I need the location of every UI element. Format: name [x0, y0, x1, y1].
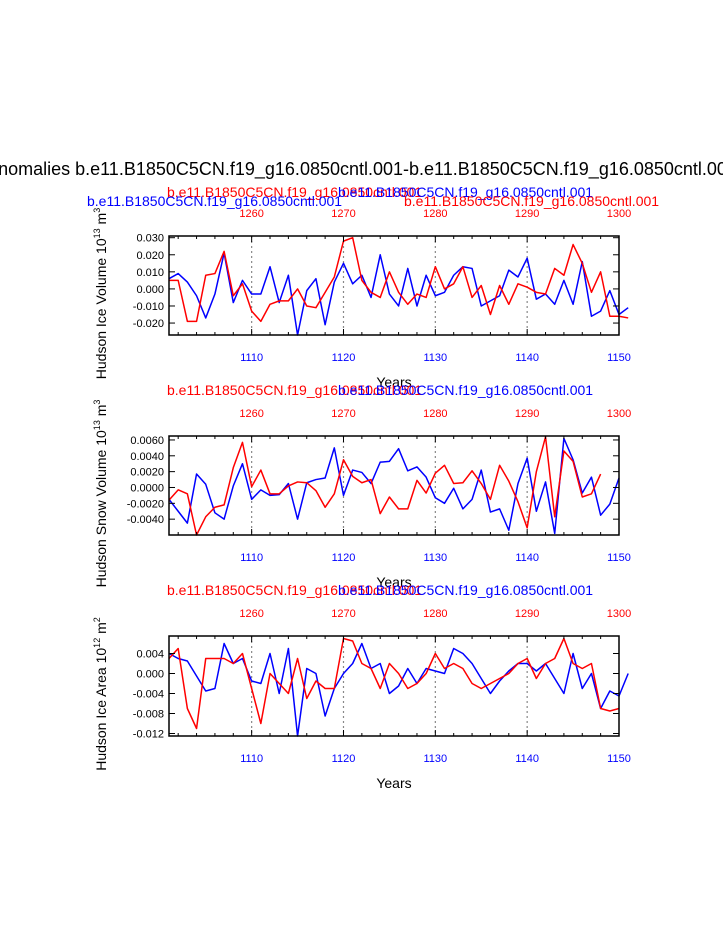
x-tick-label-top: 1280: [423, 408, 447, 420]
y-axis-title-text: Hudson Ice Area 10: [93, 648, 109, 771]
case-label-red: b.e11.B1850C5CN.f19_g16.0850cntl.001: [167, 582, 422, 598]
y-axis-title-text: Hudson Ice Volume 10: [93, 238, 109, 379]
x-tick-label-top: 1300: [607, 408, 631, 420]
x-tick-label-top: 1260: [239, 408, 263, 420]
case-label-blue: b.e11.B1850C5CN.f19_g16.0850cntl.001: [338, 184, 593, 200]
y-tick-label: 0.020: [136, 250, 164, 262]
x-tick-label-top: 1270: [331, 408, 355, 420]
x-tick-label-bottom: 1120: [332, 753, 356, 765]
x-tick-label-top: 1290: [515, 208, 539, 220]
y-tick-label: 0.000: [136, 669, 164, 681]
y-axis-title: Hudson Snow Volume 1013 m3: [92, 400, 109, 588]
x-tick-label-bottom: 1140: [515, 753, 539, 765]
y-tick-label: 0.004: [136, 649, 164, 661]
plot-frame: [168, 635, 620, 737]
y-tick-label: 0.030: [136, 233, 164, 245]
series-line-red: [169, 236, 629, 323]
x-tick-label-top: 1260: [239, 608, 263, 620]
y-tick-label: 0.000: [136, 284, 164, 296]
x-tick-label-bottom: 1120: [332, 352, 356, 364]
y-tick-label: -0.0040: [127, 514, 164, 526]
y-axis-exponent: 12: [92, 638, 102, 648]
series-line-blue: [168, 437, 620, 535]
series-line-blue: [168, 642, 629, 737]
series-line-red: [168, 637, 620, 730]
y-tick-label: -0.012: [133, 729, 164, 741]
case-label-red: b.e11.B1850C5CN.f19_g16.0850cntl.001: [167, 382, 422, 398]
x-tick-label-bottom: 1120: [332, 552, 356, 564]
y-axis-unit: m: [93, 405, 109, 421]
x-tick-label-bottom: 1150: [607, 552, 631, 564]
y-axis-exponent: 13: [92, 420, 102, 430]
chart-panel-3: -0.012 -0.008 -0.004 0.000 0.004 1110 1120 1130…: [92, 582, 631, 791]
y-axis-unit-exponent: 3: [92, 400, 102, 405]
y-axis-unit-exponent: 2: [92, 617, 102, 622]
x-tick-label-bottom: 1130: [423, 552, 447, 564]
series-line-blue: [168, 252, 629, 336]
x-tick-label-top: 1300: [607, 208, 631, 220]
x-tick-label-top: 1270: [331, 608, 355, 620]
x-axis-title: Years: [376, 374, 411, 390]
case-label-blue: b.e11.B1850C5CN.f19_g16.0850cntl.001: [338, 382, 593, 398]
plot-frame: [168, 435, 620, 536]
main-title: Anomalies b.e11.B1850C5CN.f19_g16.0850cn…: [0, 159, 723, 180]
chart-panel-1: -0.020 -0.010 0.000 0.010 0.020 0.030 1110 1120…: [92, 184, 631, 390]
x-axis-title: Years: [376, 574, 411, 590]
y-axis-title: Hudson Ice Volume 1013 m3: [92, 208, 109, 379]
x-axis-title: Years: [376, 775, 411, 791]
x-tick-label-bottom: 1110: [240, 552, 263, 564]
series-line-red: [168, 436, 602, 536]
x-tick-label-bottom: 1130: [423, 352, 447, 364]
x-tick-label-top: 1290: [515, 408, 539, 420]
y-tick-label: -0.008: [133, 709, 164, 721]
case-label-red-extra: b.e11.B1850C5CN.f19_g16.0850cntl.001: [404, 193, 659, 209]
x-tick-label-top: 1280: [423, 608, 447, 620]
case-label-blue-extra: b.e11.B1850C5CN.f19_g16.0850cntl.001: [87, 193, 342, 209]
chart-panel-2: -0.0040 -0.0020 0.0000 0.0020 0.0040 0.0060 11…: [92, 382, 631, 590]
x-tick-label-bottom: 1140: [515, 552, 539, 564]
y-tick-label: 0.0040: [130, 451, 164, 463]
y-tick-label: 0.0000: [130, 482, 164, 494]
x-tick-label-bottom: 1110: [240, 352, 263, 364]
y-axis-exponent: 13: [92, 228, 102, 238]
plot-frame: [168, 235, 620, 336]
y-axis-unit-exponent: 3: [92, 208, 102, 213]
y-tick-label: 0.0060: [130, 435, 164, 447]
x-tick-label-top: 1300: [607, 608, 631, 620]
x-tick-label-top: 1270: [331, 208, 355, 220]
y-axis-title: Hudson Ice Area 1012 m2: [92, 617, 109, 771]
x-tick-label-bottom: 1130: [423, 753, 447, 765]
y-axis-title-text: Hudson Snow Volume 10: [93, 430, 109, 587]
y-tick-label: 0.010: [136, 267, 164, 279]
case-label-red: b.e11.B1850C5CN.f19_g16.0850cntl.001: [167, 184, 422, 200]
x-tick-label-top: 1280: [423, 208, 447, 220]
y-tick-label: -0.0020: [127, 498, 164, 510]
y-tick-label: 0.0020: [130, 467, 164, 479]
y-axis-unit: m: [93, 213, 109, 229]
x-tick-label-top: 1290: [515, 608, 539, 620]
y-tick-label: -0.020: [133, 318, 164, 330]
x-tick-label-top: 1260: [239, 208, 263, 220]
y-tick-label: -0.010: [133, 301, 164, 313]
y-axis-unit: m: [93, 622, 109, 638]
x-tick-label-bottom: 1110: [240, 753, 263, 765]
y-tick-label: -0.004: [133, 689, 164, 701]
x-tick-label-bottom: 1150: [607, 352, 631, 364]
case-label-blue: b.e11.B1850C5CN.f19_g16.0850cntl.001: [338, 582, 593, 598]
x-tick-label-bottom: 1150: [607, 753, 631, 765]
x-tick-label-bottom: 1140: [515, 352, 539, 364]
